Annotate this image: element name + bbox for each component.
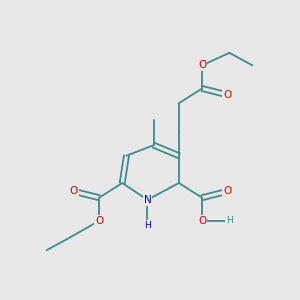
Text: O: O [223,186,231,197]
Text: O: O [95,216,103,226]
Text: H: H [144,220,151,230]
Text: O: O [70,186,78,197]
Text: H: H [226,216,233,225]
Text: O: O [198,216,206,226]
Text: O: O [223,90,231,100]
Text: O: O [198,60,206,70]
Text: N: N [144,195,151,205]
